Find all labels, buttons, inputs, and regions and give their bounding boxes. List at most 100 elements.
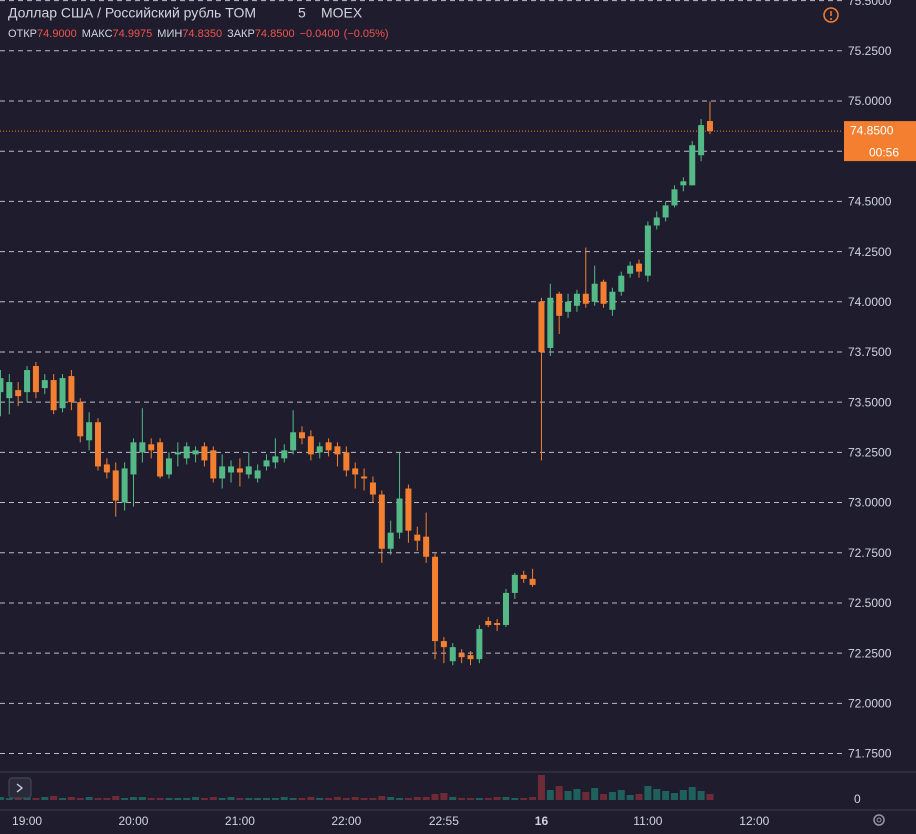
y-tick-label: 73.5000 — [848, 395, 892, 409]
volume-bar — [289, 798, 297, 800]
candle-body — [405, 488, 412, 531]
legend-value: 74.8350 — [182, 28, 222, 40]
volume-bar — [129, 797, 137, 800]
volume-bar — [50, 796, 58, 800]
y-tick-label: 75.5000 — [848, 0, 892, 8]
volume-bar — [413, 797, 421, 800]
candle-body — [103, 464, 110, 473]
candle-body — [298, 432, 305, 439]
volume-bar — [280, 797, 288, 800]
candle-body — [502, 592, 509, 626]
volume-bar — [511, 798, 519, 800]
candle-body — [68, 376, 75, 403]
candle-body — [316, 446, 323, 453]
collapse-button[interactable] — [8, 777, 32, 799]
x-tick-label: 11:00 — [633, 814, 662, 828]
countdown: 00:56 — [869, 145, 899, 159]
volume-bar — [307, 797, 315, 800]
candle-body — [165, 458, 172, 475]
candle-body — [565, 301, 572, 312]
last-price-label: 74.8500 — [850, 123, 894, 137]
volume-bar — [467, 798, 475, 800]
candle-body — [307, 436, 314, 455]
volume-bar — [147, 798, 155, 800]
candle-body — [698, 125, 705, 156]
warning-icon[interactable] — [823, 7, 839, 23]
candle-body — [706, 121, 713, 132]
x-tick-label: 19:00 — [12, 814, 42, 828]
volume-bar — [316, 798, 324, 800]
volume-bar — [245, 798, 253, 800]
volume-bar — [387, 797, 395, 800]
volume-bar — [5, 798, 13, 800]
y-tick-label: 72.2500 — [848, 646, 892, 660]
volume-bar — [635, 794, 643, 800]
volume-bar — [573, 789, 581, 800]
candle-body — [0, 378, 4, 393]
volume-bar — [608, 792, 616, 800]
candle-body — [476, 629, 483, 660]
candle-body — [352, 468, 359, 475]
volume-bar — [14, 798, 22, 800]
candle-body — [591, 283, 598, 302]
legend-value: 74.9000 — [37, 28, 77, 40]
candle-body — [95, 422, 102, 467]
volume-bar — [475, 798, 483, 800]
volume-bar — [112, 796, 120, 800]
y-tick-label: 73.2500 — [848, 446, 892, 460]
volume-bar — [617, 790, 625, 800]
volume-bar — [59, 798, 67, 800]
x-tick-label: 22:00 — [331, 814, 361, 828]
candle-body — [636, 263, 643, 272]
volume-bar — [484, 798, 492, 800]
candle-body — [600, 281, 607, 304]
candle-body — [325, 442, 332, 451]
legend-label: ОТКР — [8, 28, 37, 40]
settings-icon[interactable] — [873, 814, 885, 826]
axis-layer: 71.7500 72.0000 72.2500 72.5000 72.7500 73.00… — [12, 0, 916, 828]
candle-body — [396, 498, 403, 533]
volume-bar — [156, 798, 164, 800]
volume-bar — [85, 797, 93, 800]
volume-bar — [670, 793, 678, 800]
candle-body — [228, 466, 235, 473]
candle-body — [210, 450, 217, 479]
candle-body — [662, 205, 669, 218]
volume-bar — [271, 798, 279, 800]
volume-bar — [192, 797, 200, 800]
volume-layer — [0, 775, 714, 800]
candle-body — [281, 450, 288, 459]
candle-body — [343, 452, 350, 471]
candle-body — [547, 297, 554, 348]
volume-bar — [103, 798, 111, 800]
volume-bar — [449, 797, 457, 800]
volume-bar — [653, 789, 661, 800]
legend-label: МАКС — [82, 28, 113, 40]
candle-body — [183, 446, 190, 459]
candle-body — [369, 482, 376, 495]
volume-bar — [564, 791, 572, 800]
y-tick-label: 72.5000 — [848, 596, 892, 610]
volume-bar — [263, 798, 271, 800]
candle-body — [50, 380, 57, 411]
candle-body — [618, 275, 625, 292]
change-value: −0.0400 — [300, 28, 340, 40]
legend-label: ЗАКР — [227, 28, 255, 40]
volume-bar — [174, 798, 182, 800]
volume-bar — [218, 798, 226, 800]
x-tick-label: 16 — [535, 814, 549, 828]
candle-body — [263, 460, 270, 467]
volume-bar — [351, 797, 359, 800]
volume-bar — [706, 794, 714, 800]
candle-body — [112, 470, 119, 501]
candle-body — [494, 623, 501, 626]
candle-body — [627, 265, 634, 274]
x-tick-label: 21:00 — [225, 814, 255, 828]
volume-bar — [546, 790, 554, 800]
volume-bar — [600, 794, 608, 800]
candle-body — [290, 432, 297, 451]
candle-body — [86, 422, 93, 441]
candle-body — [254, 470, 261, 479]
candle-body — [130, 442, 137, 475]
